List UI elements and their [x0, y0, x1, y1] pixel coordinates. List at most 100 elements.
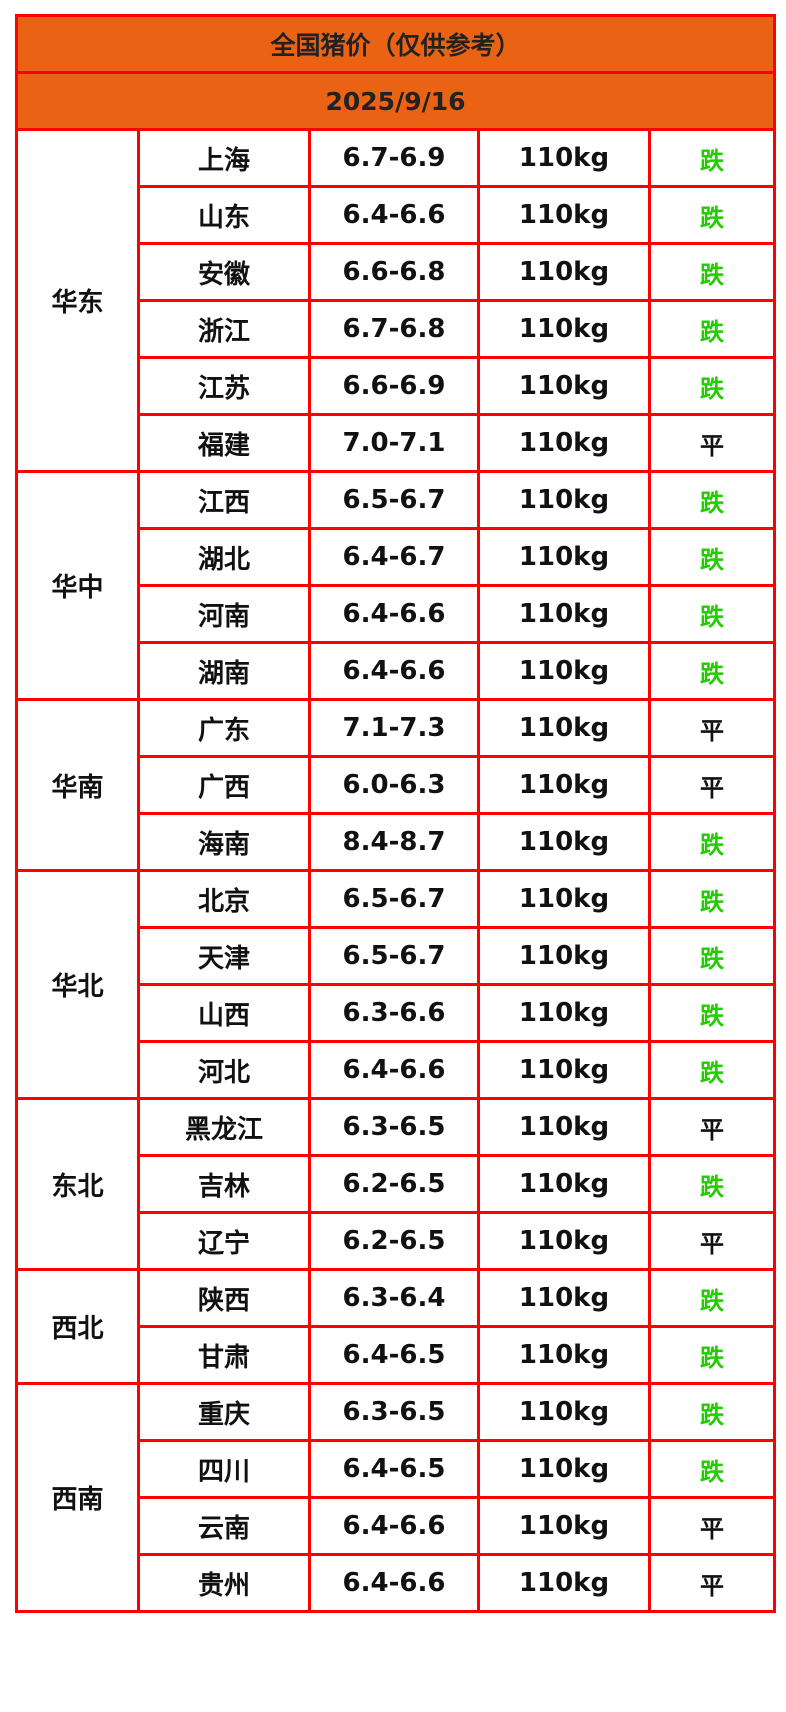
weight-cell: 110kg [477, 470, 651, 530]
province-cell: 天津 [137, 926, 311, 986]
weight-cell: 110kg [477, 869, 651, 929]
province-cell: 北京 [137, 869, 311, 929]
table-row: 海南 8.4-8.7 110kg 跌 [17, 812, 777, 872]
table-row: 安徽 6.6-6.8 110kg 跌 [17, 242, 777, 302]
price-cell: 6.4-6.6 [308, 584, 480, 644]
trend-cell: 跌 [647, 1382, 777, 1442]
province-cell: 辽宁 [137, 1211, 311, 1271]
table-row: 贵州 6.4-6.6 110kg 平 [17, 1553, 777, 1613]
table-row: 广西 6.0-6.3 110kg 平 [17, 755, 777, 815]
region-cell: 华北 [15, 869, 140, 1100]
trend-cell: 跌 [647, 869, 777, 929]
price-cell: 6.3-6.4 [308, 1268, 480, 1328]
region-cell: 华南 [15, 698, 140, 872]
trend-cell: 跌 [647, 185, 777, 245]
trend-cell: 跌 [647, 812, 777, 872]
trend-cell: 跌 [647, 1040, 777, 1100]
table-row: 西北 陕西 6.3-6.4 110kg 跌 [15, 1268, 777, 1385]
province-cell: 福建 [137, 413, 311, 473]
region-cell: 华东 [15, 128, 140, 473]
weight-cell: 110kg [477, 242, 651, 302]
weight-cell: 110kg [477, 413, 651, 473]
province-cell: 四川 [137, 1439, 311, 1499]
trend-cell: 跌 [647, 584, 777, 644]
price-cell: 6.3-6.6 [308, 983, 480, 1043]
trend-cell: 平 [647, 1097, 777, 1157]
trend-cell: 跌 [647, 299, 777, 359]
table-row: 福建 7.0-7.1 110kg 平 [17, 413, 777, 473]
trend-cell: 平 [647, 755, 777, 815]
trend-cell: 跌 [647, 1154, 777, 1214]
price-cell: 6.7-6.9 [308, 128, 480, 188]
trend-cell: 平 [647, 413, 777, 473]
province-cell: 湖南 [137, 641, 311, 701]
table-row: 辽宁 6.2-6.5 110kg 平 [17, 1211, 777, 1271]
price-cell: 6.4-6.6 [308, 1040, 480, 1100]
weight-cell: 110kg [477, 1268, 651, 1328]
weight-cell: 110kg [477, 926, 651, 986]
province-cell: 云南 [137, 1496, 311, 1556]
table-row: 山西 6.3-6.6 110kg 跌 [17, 983, 777, 1043]
price-cell: 6.5-6.7 [308, 470, 480, 530]
province-cell: 河北 [137, 1040, 311, 1100]
province-cell: 陕西 [137, 1268, 311, 1328]
table-date: 2025/9/16 [14, 71, 777, 131]
province-cell: 湖北 [137, 527, 311, 587]
weight-cell: 110kg [477, 356, 651, 416]
province-cell: 广西 [137, 755, 311, 815]
price-cell: 6.4-6.5 [308, 1439, 480, 1499]
province-cell: 山西 [137, 983, 311, 1043]
province-cell: 江西 [137, 470, 311, 530]
weight-cell: 110kg [477, 641, 651, 701]
trend-cell: 平 [647, 1211, 777, 1271]
region-cell: 西南 [15, 1382, 140, 1613]
price-cell: 7.1-7.3 [308, 698, 480, 758]
region-cell: 西北 [15, 1268, 140, 1385]
price-cell: 6.7-6.8 [308, 299, 480, 359]
province-cell: 上海 [137, 128, 311, 188]
table-row: 江苏 6.6-6.9 110kg 跌 [17, 356, 777, 416]
table-row: 吉林 6.2-6.5 110kg 跌 [17, 1154, 777, 1214]
table-row: 西南 重庆 6.3-6.5 110kg 跌 [15, 1382, 777, 1613]
trend-cell: 跌 [647, 641, 777, 701]
price-cell: 6.5-6.7 [308, 869, 480, 929]
province-cell: 甘肃 [137, 1325, 311, 1385]
weight-cell: 110kg [477, 128, 651, 188]
price-cell: 6.4-6.6 [308, 1553, 480, 1613]
weight-cell: 110kg [477, 1553, 651, 1613]
weight-cell: 110kg [477, 983, 651, 1043]
weight-cell: 110kg [477, 1439, 651, 1499]
trend-cell: 跌 [647, 1439, 777, 1499]
table-row: 河南 6.4-6.6 110kg 跌 [17, 584, 777, 644]
table-row: 浙江 6.7-6.8 110kg 跌 [17, 299, 777, 359]
price-cell: 6.4-6.6 [308, 641, 480, 701]
province-cell: 江苏 [137, 356, 311, 416]
weight-cell: 110kg [477, 1040, 651, 1100]
trend-cell: 跌 [647, 128, 777, 188]
weight-cell: 110kg [477, 1211, 651, 1271]
province-cell: 广东 [137, 698, 311, 758]
trend-cell: 平 [647, 698, 777, 758]
region-cell: 华中 [15, 470, 140, 701]
table-row: 山东 6.4-6.6 110kg 跌 [17, 185, 777, 245]
table-row: 甘肃 6.4-6.5 110kg 跌 [17, 1325, 777, 1385]
trend-cell: 跌 [647, 1268, 777, 1328]
price-cell: 6.6-6.8 [308, 242, 480, 302]
price-cell: 6.2-6.5 [308, 1154, 480, 1214]
price-cell: 6.4-6.7 [308, 527, 480, 587]
province-cell: 贵州 [137, 1553, 311, 1613]
province-cell: 山东 [137, 185, 311, 245]
table-row: 湖北 6.4-6.7 110kg 跌 [17, 527, 777, 587]
price-cell: 6.4-6.6 [308, 1496, 480, 1556]
weight-cell: 110kg [477, 299, 651, 359]
weight-cell: 110kg [477, 1496, 651, 1556]
table-row: 华中 江西 6.5-6.7 110kg 跌 [15, 470, 777, 701]
price-cell: 6.4-6.6 [308, 185, 480, 245]
pig-price-table: 全国猪价（仅供参考） 2025/9/16 华东 上海 6.7-6.9 110kg 跌山东… [14, 14, 777, 1613]
weight-cell: 110kg [477, 698, 651, 758]
trend-cell: 跌 [647, 242, 777, 302]
province-cell: 河南 [137, 584, 311, 644]
price-cell: 6.4-6.5 [308, 1325, 480, 1385]
table-row: 华东 上海 6.7-6.9 110kg 跌 [15, 128, 777, 473]
province-cell: 安徽 [137, 242, 311, 302]
